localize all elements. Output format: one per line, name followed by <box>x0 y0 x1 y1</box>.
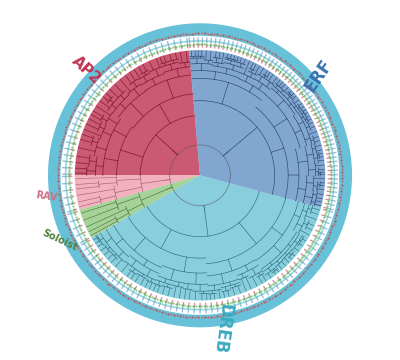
Text: RAV: RAV <box>35 190 58 203</box>
Wedge shape <box>75 50 200 175</box>
Text: ERF: ERF <box>301 56 336 95</box>
Text: DREB: DREB <box>209 302 234 355</box>
Text: Soloist: Soloist <box>40 228 79 253</box>
Text: AP2: AP2 <box>69 53 104 87</box>
Wedge shape <box>80 175 200 238</box>
Wedge shape <box>75 175 200 210</box>
Wedge shape <box>189 50 325 208</box>
Wedge shape <box>92 175 321 301</box>
